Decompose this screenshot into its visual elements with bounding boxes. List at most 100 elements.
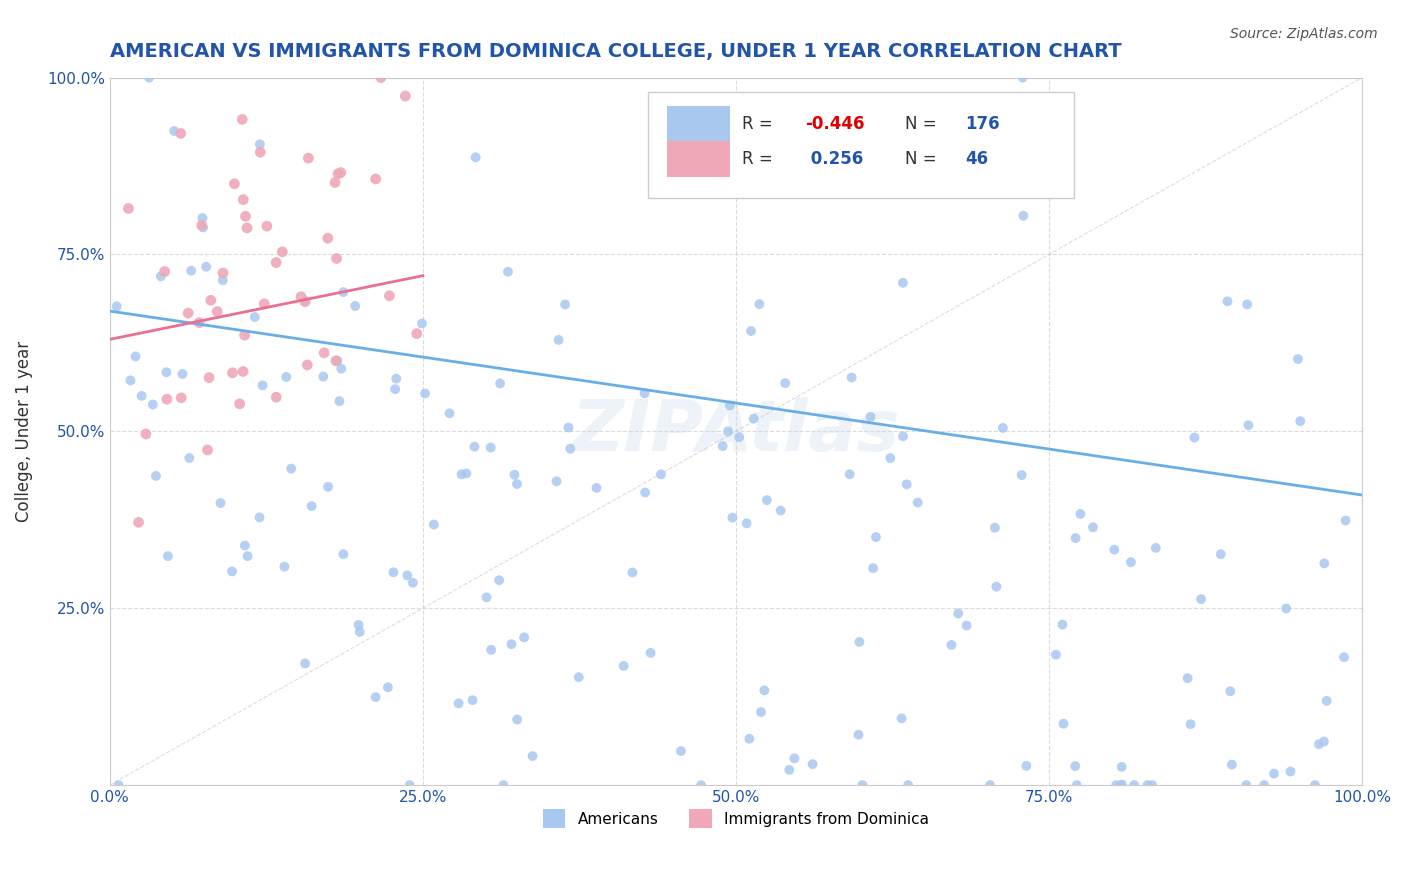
- Point: [447, 697, 470, 711]
- FancyBboxPatch shape: [648, 92, 1074, 198]
- Point: [948, 607, 970, 621]
- Point: [1015, 759, 1038, 773]
- Point: [718, 399, 741, 413]
- Point: [347, 618, 370, 632]
- Point: [1308, 737, 1330, 751]
- Point: [177, 306, 200, 320]
- Point: [170, 127, 193, 141]
- Point: [891, 276, 914, 290]
- Point: [316, 231, 339, 245]
- Point: [1279, 764, 1302, 779]
- Point: [172, 367, 194, 381]
- Point: [1216, 294, 1239, 309]
- Point: [1313, 557, 1336, 571]
- Point: [198, 370, 221, 384]
- Point: [377, 681, 399, 695]
- Point: [897, 778, 920, 792]
- Point: [690, 778, 713, 792]
- Point: [332, 285, 354, 299]
- Point: [1234, 778, 1257, 792]
- Point: [271, 244, 294, 259]
- Point: [170, 391, 193, 405]
- Point: [738, 731, 761, 746]
- Point: [859, 409, 882, 424]
- Point: [585, 481, 607, 495]
- Point: [735, 516, 758, 531]
- Text: R =: R =: [742, 114, 778, 133]
- Point: [413, 386, 436, 401]
- Point: [742, 411, 765, 425]
- Point: [848, 635, 870, 649]
- Point: [740, 324, 762, 338]
- Point: [1237, 418, 1260, 433]
- Point: [669, 744, 692, 758]
- Point: [749, 705, 772, 719]
- Point: [405, 326, 427, 341]
- Point: [783, 751, 806, 765]
- Text: 176: 176: [965, 114, 1000, 133]
- Point: [907, 495, 929, 509]
- Text: ZIPAtlas: ZIPAtlas: [572, 397, 900, 466]
- Point: [1045, 648, 1067, 662]
- Point: [249, 145, 271, 160]
- Point: [155, 365, 177, 379]
- Point: [179, 450, 201, 465]
- Point: [252, 378, 274, 392]
- Point: [721, 510, 744, 524]
- Point: [506, 713, 529, 727]
- Point: [135, 427, 157, 442]
- Point: [209, 496, 232, 510]
- Point: [754, 683, 776, 698]
- Point: [423, 517, 446, 532]
- Point: [778, 763, 800, 777]
- Point: [402, 575, 425, 590]
- Point: [394, 89, 416, 103]
- Point: [640, 646, 662, 660]
- Point: [128, 516, 150, 530]
- Point: [450, 467, 472, 482]
- Point: [314, 346, 336, 360]
- Point: [328, 394, 350, 409]
- Point: [1064, 759, 1087, 773]
- Point: [991, 421, 1014, 435]
- Point: [1012, 209, 1035, 223]
- Point: [276, 370, 298, 384]
- Point: [384, 382, 406, 396]
- Point: [326, 167, 349, 181]
- Point: [1119, 555, 1142, 569]
- Point: [513, 631, 536, 645]
- Point: [1066, 778, 1088, 792]
- Point: [748, 297, 770, 311]
- Point: [344, 299, 367, 313]
- Point: [200, 293, 222, 308]
- Point: [755, 493, 778, 508]
- Point: [191, 220, 214, 235]
- Point: [249, 137, 271, 152]
- Point: [325, 353, 347, 368]
- Point: [228, 397, 250, 411]
- Point: [879, 451, 901, 466]
- Point: [941, 638, 963, 652]
- Point: [1136, 778, 1159, 792]
- Point: [1123, 778, 1146, 792]
- Point: [294, 657, 316, 671]
- Legend: Americans, Immigrants from Dominica: Americans, Immigrants from Dominica: [537, 803, 935, 834]
- Point: [479, 642, 502, 657]
- Point: [145, 469, 167, 483]
- Point: [1263, 766, 1285, 780]
- Point: [1177, 671, 1199, 685]
- Point: [370, 70, 392, 85]
- Point: [1104, 542, 1126, 557]
- Point: [323, 176, 346, 190]
- Point: [233, 539, 256, 553]
- Point: [396, 568, 419, 582]
- Point: [896, 477, 918, 491]
- Point: [235, 210, 257, 224]
- Point: [236, 549, 259, 564]
- Point: [865, 530, 887, 544]
- Text: Source: ZipAtlas.com: Source: ZipAtlas.com: [1230, 27, 1378, 41]
- Point: [838, 467, 860, 482]
- Point: [613, 659, 636, 673]
- Point: [928, 116, 950, 130]
- Point: [156, 392, 179, 407]
